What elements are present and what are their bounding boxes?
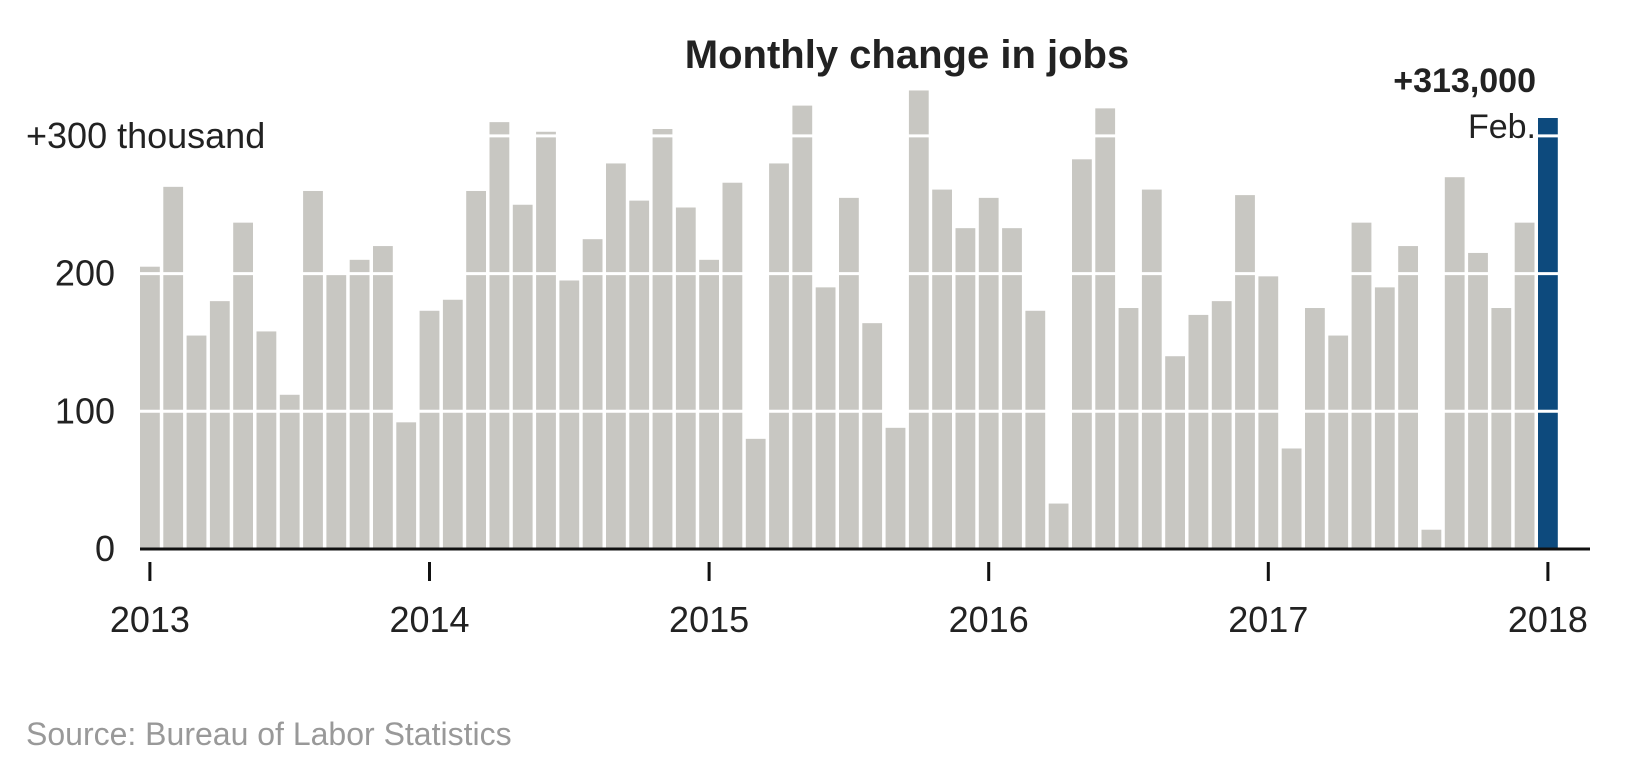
bar — [745, 438, 766, 549]
y-axis-labels: 0 100 200 +300 thousand — [26, 115, 265, 569]
x-tick-label: 2015 — [669, 599, 749, 640]
bar — [466, 190, 486, 550]
x-tick-label: 2017 — [1228, 599, 1308, 640]
callout-month-label: Feb. — [1468, 108, 1536, 146]
bar — [140, 266, 160, 549]
bar — [1188, 314, 1209, 549]
bars-group — [140, 90, 1558, 550]
bar — [699, 259, 719, 549]
x-tick-label: 2014 — [389, 599, 469, 640]
bar — [1281, 448, 1302, 549]
bar — [1025, 310, 1046, 549]
bar — [349, 259, 370, 549]
bar — [373, 246, 393, 549]
bar — [1235, 195, 1255, 550]
bar — [419, 310, 440, 549]
bar — [978, 197, 999, 549]
bar — [1398, 246, 1418, 549]
bar — [792, 105, 813, 550]
bar — [1491, 308, 1512, 549]
bar — [839, 197, 859, 549]
bar — [606, 163, 626, 549]
bar — [256, 331, 277, 549]
bar — [1514, 222, 1535, 549]
chart-title: Monthly change in jobs — [685, 33, 1129, 77]
y-tick-label: 200 — [55, 253, 115, 294]
bar — [536, 131, 556, 549]
bar — [815, 287, 836, 549]
bar — [1211, 301, 1232, 549]
bar-highlight — [1538, 118, 1558, 549]
bar — [862, 323, 883, 549]
bar — [722, 182, 743, 549]
bar — [582, 239, 603, 549]
bar — [512, 204, 533, 549]
bar — [1421, 529, 1442, 549]
bar — [629, 200, 650, 549]
bar — [1095, 108, 1116, 550]
bar — [1072, 159, 1092, 549]
bar — [279, 394, 300, 549]
x-tick-label: 2016 — [949, 599, 1029, 640]
bar — [652, 129, 673, 549]
bar — [1141, 189, 1162, 549]
bar — [1351, 222, 1372, 549]
x-tick-label: 2018 — [1508, 599, 1588, 640]
bar — [1118, 308, 1139, 549]
bar — [932, 189, 952, 549]
bar — [163, 186, 184, 549]
bar — [1305, 308, 1325, 549]
bar — [769, 163, 789, 549]
gridlines-group — [140, 134, 1590, 413]
bar — [489, 122, 510, 549]
bar — [1002, 228, 1022, 549]
bar — [955, 228, 976, 549]
bar — [233, 222, 253, 549]
y-tick-label: +300 thousand — [26, 115, 265, 156]
y-tick-label: 100 — [55, 390, 115, 431]
bar — [885, 427, 906, 549]
bar — [1165, 356, 1185, 549]
bar — [1374, 287, 1395, 549]
bar — [442, 299, 463, 549]
callout-value-label: +313,000 — [1393, 62, 1536, 100]
y-tick-label: 0 — [95, 528, 115, 569]
bar — [303, 190, 323, 550]
source-note: Source: Bureau of Labor Statistics — [26, 716, 512, 752]
bar — [559, 280, 580, 549]
x-axis: 2013 2014 2015 2016 2017 2018 — [110, 562, 1588, 640]
bar — [209, 301, 230, 549]
bar — [1328, 335, 1349, 549]
bar — [908, 90, 929, 550]
bar — [1048, 503, 1069, 549]
x-tick-label: 2013 — [110, 599, 190, 640]
bar — [1468, 252, 1488, 549]
bar — [675, 207, 696, 549]
bar — [396, 422, 417, 549]
bar — [1444, 177, 1465, 549]
bar — [186, 335, 207, 549]
